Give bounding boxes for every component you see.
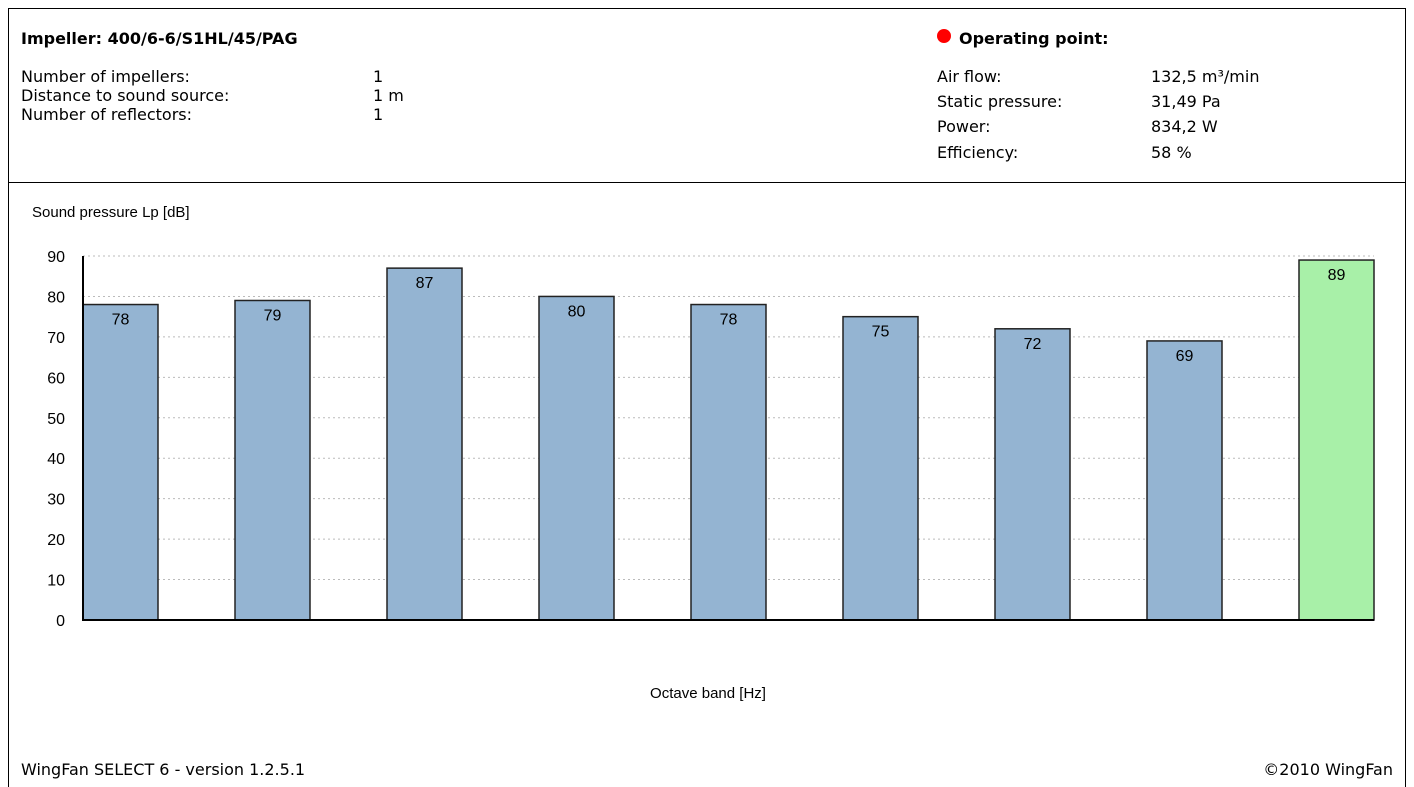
static-pressure-value: 31,49 Pa — [1151, 92, 1221, 111]
y-tick-label: 0 — [56, 613, 65, 630]
y-tick-label: 80 — [47, 289, 65, 306]
bar-value-label-8: 69 — [1176, 348, 1194, 365]
impellers-count-value: 1 — [373, 67, 384, 86]
power-label: Power: — [937, 117, 991, 136]
y-tick-label: 10 — [47, 573, 65, 590]
y-tick-label: 30 — [47, 492, 65, 509]
air-flow-value: 132,5 m³/min — [1151, 67, 1260, 86]
bar-8 — [1146, 340, 1223, 621]
air-flow-label: Air flow: — [937, 67, 1002, 86]
chart-value-labels: 78 79 87 80 78 75 72 69 89 — [112, 267, 1346, 365]
efficiency-label: Efficiency: — [937, 143, 1019, 162]
bar-9 — [1298, 259, 1375, 621]
impeller-title: Impeller: 400/6-6/S1HL/45/PAG — [21, 29, 298, 48]
copyright-text: ©2010 WingFan — [1263, 760, 1393, 779]
y-tick-label: 20 — [47, 532, 65, 549]
reflectors-value: 1 — [373, 105, 384, 124]
y-axis-title: Sound pressure Lp [dB] — [32, 204, 190, 221]
bar-value-label-5: 78 — [720, 312, 738, 329]
bar-2 — [234, 299, 311, 621]
y-tick-label: 60 — [47, 370, 65, 387]
page-frame — [8, 8, 1406, 787]
y-axis-ticks: 0 10 20 30 40 50 60 70 80 90 — [47, 249, 65, 630]
bar-4 — [538, 295, 615, 621]
distance-value: 1 m — [373, 86, 404, 105]
power-value: 834,2 W — [1151, 117, 1218, 136]
bar-value-label-4: 80 — [568, 303, 586, 320]
y-tick-label: 90 — [47, 249, 65, 266]
bar-1 — [82, 303, 159, 621]
y-tick-label: 40 — [47, 451, 65, 468]
bar-value-label-3: 87 — [416, 275, 434, 292]
bar-value-label-9: 89 — [1328, 267, 1346, 284]
bar-7 — [994, 328, 1071, 621]
operating-point-title: Operating point: — [959, 29, 1109, 48]
version-text: WingFan SELECT 6 - version 1.2.5.1 — [21, 760, 306, 779]
reflectors-label: Number of reflectors: — [21, 105, 193, 124]
impellers-count-label: Number of impellers: — [21, 67, 190, 86]
operating-point-indicator-icon — [937, 29, 951, 43]
header-divider — [8, 182, 1406, 183]
static-pressure-label: Static pressure: — [937, 92, 1063, 111]
bar-value-label-7: 72 — [1024, 336, 1042, 353]
bar-5 — [690, 303, 767, 621]
efficiency-value: 58 % — [1151, 143, 1192, 162]
chart-bars — [82, 259, 1375, 621]
bar-value-label-6: 75 — [872, 324, 890, 341]
bar-3 — [386, 267, 463, 621]
y-tick-label: 70 — [47, 330, 65, 347]
x-axis-title: Octave band [Hz] — [650, 685, 766, 702]
distance-label: Distance to sound source: — [21, 86, 230, 105]
y-tick-label: 50 — [47, 411, 65, 428]
bar-value-label-1: 78 — [112, 312, 130, 329]
bar-6 — [842, 315, 919, 621]
bar-value-label-2: 79 — [264, 307, 282, 324]
